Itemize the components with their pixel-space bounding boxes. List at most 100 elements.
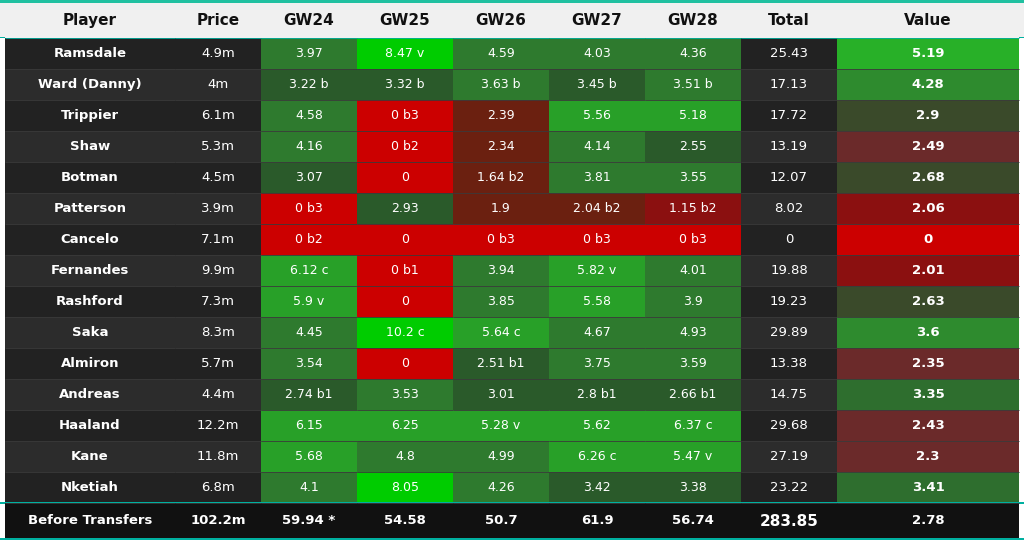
Text: 3.59: 3.59	[679, 357, 707, 370]
Text: 4.28: 4.28	[911, 78, 944, 91]
Text: 0 b3: 0 b3	[679, 233, 707, 246]
Bar	[357, 224, 453, 255]
Text: Total: Total	[768, 13, 810, 28]
Text: 3.81: 3.81	[583, 171, 611, 184]
Bar	[741, 162, 837, 193]
Text: 4.59: 4.59	[487, 47, 515, 60]
Text: 5.28 v: 5.28 v	[481, 419, 520, 432]
Text: 4.01: 4.01	[679, 264, 707, 277]
Text: 3.54: 3.54	[295, 357, 323, 370]
Bar	[453, 131, 549, 162]
Text: 17.13: 17.13	[770, 78, 808, 91]
Bar	[5, 503, 175, 539]
Bar	[261, 255, 357, 286]
Text: Haaland: Haaland	[59, 419, 121, 432]
Bar	[741, 100, 837, 131]
Text: 2.8 b1: 2.8 b1	[578, 388, 616, 401]
Text: 4.26: 4.26	[487, 481, 515, 494]
Bar	[261, 38, 357, 69]
Text: 2.74 b1: 2.74 b1	[286, 388, 333, 401]
Text: 5.58: 5.58	[583, 295, 611, 308]
Text: 19.88: 19.88	[770, 264, 808, 277]
Bar	[549, 441, 645, 472]
Text: 2.66 b1: 2.66 b1	[670, 388, 717, 401]
Text: 5.64 c: 5.64 c	[481, 326, 520, 339]
Bar	[261, 69, 357, 100]
Bar	[837, 317, 1019, 348]
Text: 3.42: 3.42	[584, 481, 610, 494]
Bar	[357, 38, 453, 69]
Text: 7.3m: 7.3m	[201, 295, 234, 308]
Bar	[5, 162, 175, 193]
Text: Botman: Botman	[61, 171, 119, 184]
Text: 27.19: 27.19	[770, 450, 808, 463]
Bar	[175, 3, 261, 38]
Bar	[645, 348, 741, 379]
Bar	[5, 100, 175, 131]
Text: 4.5m: 4.5m	[201, 171, 234, 184]
Bar	[175, 410, 261, 441]
Text: Before Transfers: Before Transfers	[28, 514, 153, 528]
Bar	[549, 255, 645, 286]
Text: 0 b3: 0 b3	[583, 233, 611, 246]
Text: 1.15 b2: 1.15 b2	[670, 202, 717, 215]
Bar	[175, 224, 261, 255]
Text: 10.2 c: 10.2 c	[386, 326, 424, 339]
Text: 3.75: 3.75	[583, 357, 611, 370]
Bar	[741, 3, 837, 38]
Bar	[549, 131, 645, 162]
Text: Ramsdale: Ramsdale	[53, 47, 127, 60]
Bar	[5, 379, 175, 410]
Bar	[357, 162, 453, 193]
Bar	[645, 69, 741, 100]
Bar	[5, 410, 175, 441]
Bar	[645, 100, 741, 131]
Text: 3.6: 3.6	[916, 326, 940, 339]
Text: 1.9: 1.9	[492, 202, 511, 215]
Bar	[261, 286, 357, 317]
Text: 4.45: 4.45	[295, 326, 323, 339]
Text: 1.64 b2: 1.64 b2	[477, 171, 524, 184]
Bar	[549, 379, 645, 410]
Text: GW25: GW25	[380, 13, 430, 28]
Text: 6.12 c: 6.12 c	[290, 264, 329, 277]
Text: 4.58: 4.58	[295, 109, 323, 122]
Bar	[5, 472, 175, 503]
Text: 2.49: 2.49	[911, 140, 944, 153]
Text: 4.03: 4.03	[583, 47, 611, 60]
Text: 3.01: 3.01	[487, 388, 515, 401]
Bar	[645, 441, 741, 472]
Text: 59.94 *: 59.94 *	[283, 514, 336, 528]
Bar	[549, 162, 645, 193]
Text: 3.97: 3.97	[295, 47, 323, 60]
Bar	[357, 503, 453, 539]
Bar	[261, 317, 357, 348]
Bar	[0, 538, 1024, 540]
Bar	[549, 193, 645, 224]
Bar	[549, 100, 645, 131]
Bar	[645, 472, 741, 503]
Text: GW27: GW27	[571, 13, 623, 28]
Text: 54.58: 54.58	[384, 514, 426, 528]
Bar	[357, 286, 453, 317]
Bar	[5, 317, 175, 348]
Bar	[741, 379, 837, 410]
Bar	[5, 131, 175, 162]
Bar	[549, 69, 645, 100]
Bar	[175, 193, 261, 224]
Bar	[453, 69, 549, 100]
Bar	[549, 38, 645, 69]
Text: 7.1m: 7.1m	[201, 233, 234, 246]
Bar	[645, 224, 741, 255]
Bar	[5, 224, 175, 255]
Bar	[261, 348, 357, 379]
Text: 25.43: 25.43	[770, 47, 808, 60]
Text: Rashford: Rashford	[56, 295, 124, 308]
Bar	[0, 0, 1024, 3]
Text: 0 b2: 0 b2	[391, 140, 419, 153]
Text: Patterson: Patterson	[53, 202, 127, 215]
Text: 3.07: 3.07	[295, 171, 323, 184]
Text: Shaw: Shaw	[70, 140, 111, 153]
Bar	[645, 3, 741, 38]
Text: 3.63 b: 3.63 b	[481, 78, 521, 91]
